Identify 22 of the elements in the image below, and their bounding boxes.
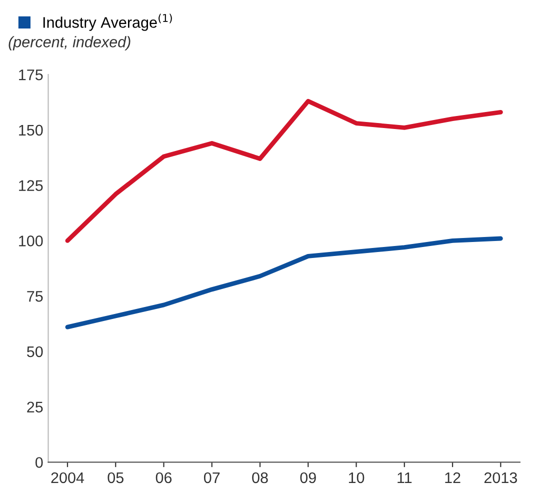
- y-tick-label: 100: [19, 236, 43, 246]
- line-series: [65, 98, 503, 243]
- x-tick-label: 10: [348, 472, 364, 484]
- y-tick-label: 75: [27, 291, 43, 302]
- chart-subtitle: (percent, indexed): [8, 36, 130, 50]
- y-tick-label: 125: [19, 180, 43, 191]
- x-tick-label: 06: [156, 472, 172, 484]
- y-tick-label: 150: [19, 124, 43, 136]
- x-tick-label: 2013: [484, 472, 517, 484]
- legend-label: Industry Average$^{(1)}$: [43, 14, 172, 31]
- x-tick-label: 09: [300, 472, 316, 484]
- x-tick-label: 05: [108, 472, 124, 484]
- line-series: [65, 236, 503, 330]
- x-tick-label: 11: [398, 472, 412, 484]
- x-tick-label: 12: [445, 472, 460, 484]
- y-tick-label: 50: [27, 346, 43, 358]
- y-tick-label: 0: [35, 457, 43, 468]
- x-tick-label: 08: [252, 472, 268, 484]
- y-tick-label: 175: [19, 70, 43, 80]
- x-tick-label: 07: [204, 472, 220, 484]
- y-tick-label: 25: [27, 402, 43, 413]
- x-tick-label: 2004: [51, 472, 84, 484]
